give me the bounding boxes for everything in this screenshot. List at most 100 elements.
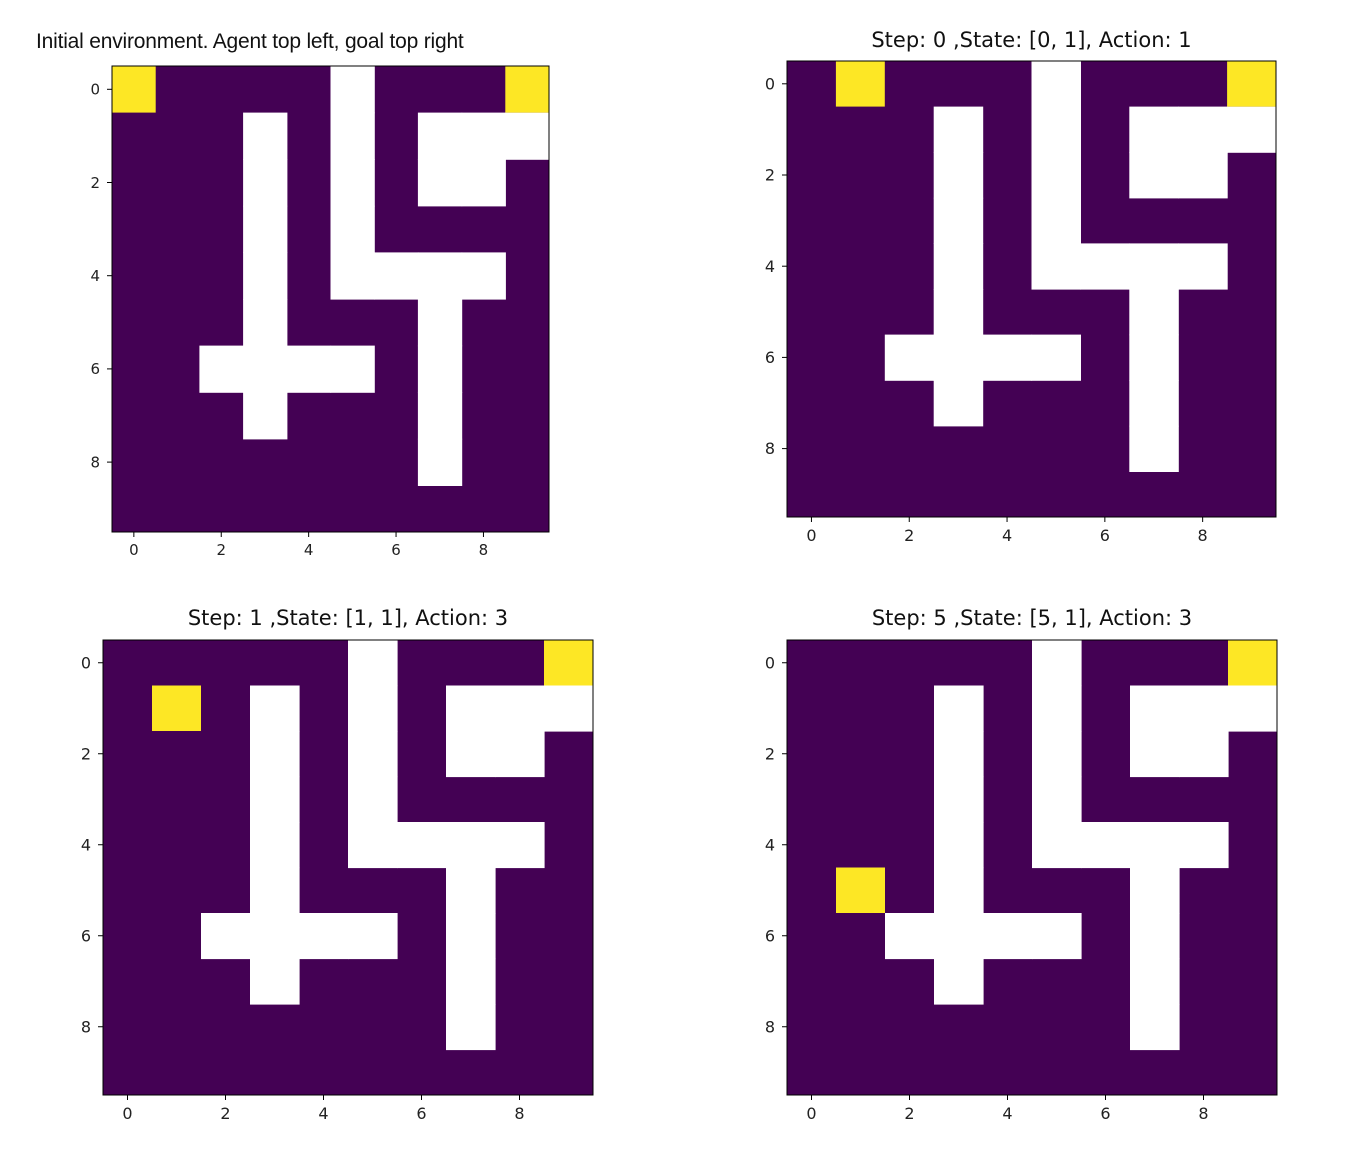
wall-cell	[1130, 822, 1180, 869]
wall-cell	[446, 822, 496, 869]
wall-cell	[1129, 243, 1179, 290]
wall-cell	[417, 438, 463, 486]
wall-cell	[1032, 640, 1082, 687]
wall-cell	[299, 913, 349, 960]
x-tick-label: 4	[1002, 1104, 1012, 1123]
wall-cell	[446, 867, 496, 914]
x-tick-label: 2	[904, 1104, 914, 1123]
wall-cell	[417, 392, 463, 440]
wall-cell	[505, 112, 550, 160]
wall-cell	[1130, 867, 1180, 914]
y-tick-label: 2	[81, 744, 91, 763]
y-tick-label: 0	[81, 653, 91, 672]
wall-cell	[330, 252, 375, 300]
wall-cell	[1179, 685, 1229, 732]
wall-cell	[250, 685, 300, 732]
wall-cell	[1129, 106, 1179, 153]
wall-cell	[934, 867, 984, 914]
x-tick-label: 0	[806, 526, 816, 545]
wall-cell	[446, 913, 496, 960]
wall-cell	[374, 252, 419, 300]
x-tick-label: 6	[416, 1104, 426, 1123]
wall-cell	[1032, 685, 1082, 732]
axes-frame	[786, 639, 1278, 1096]
y-tick-label: 8	[90, 453, 100, 471]
x-tick-label: 8	[479, 541, 489, 559]
y-tick-label: 6	[765, 348, 775, 367]
wall-cell	[1031, 61, 1081, 108]
y-tick-label: 8	[765, 1017, 775, 1036]
wall-cell	[417, 112, 463, 160]
y-tick-label: 6	[90, 360, 100, 378]
wall-cell	[1227, 106, 1277, 153]
wall-cell	[544, 685, 594, 732]
wall-cell	[417, 159, 463, 207]
wall-cell	[330, 345, 375, 393]
wall-cell	[1032, 822, 1082, 869]
y-tick-label: 2	[765, 744, 775, 763]
wall-cell	[1031, 243, 1081, 290]
wall-cell	[1031, 197, 1081, 244]
wall-cell	[933, 243, 984, 290]
wall-cell	[495, 731, 545, 778]
wall-cell	[286, 345, 332, 393]
wall-cell	[1081, 822, 1131, 869]
wall-cell	[933, 152, 984, 199]
x-tick-label: 0	[806, 1104, 816, 1123]
axes-frame	[786, 60, 1277, 518]
wall-cell	[983, 913, 1033, 960]
x-tick-label: 4	[318, 1104, 328, 1123]
y-tick-label: 8	[765, 439, 775, 458]
x-tick-label: 6	[1100, 526, 1110, 545]
wall-cell	[348, 731, 398, 778]
x-tick-label: 4	[1002, 526, 1012, 545]
x-tick-label: 0	[129, 541, 139, 559]
wall-cell	[933, 197, 984, 244]
wall-cell	[250, 913, 300, 960]
wall-cell	[934, 685, 984, 732]
agent-cell	[836, 867, 885, 913]
wall-cell	[1130, 958, 1180, 1005]
x-tick-label: 8	[514, 1104, 524, 1123]
wall-cell	[933, 380, 984, 427]
wall-cell	[934, 913, 984, 960]
wall-cell	[934, 731, 984, 778]
wall-cell	[243, 112, 288, 160]
wall-cell	[1080, 243, 1130, 290]
wall-cell	[348, 776, 398, 823]
wall-cell	[934, 958, 984, 1005]
wall-cell	[1032, 913, 1082, 960]
goal-cell	[1227, 61, 1276, 107]
wall-cell	[1130, 685, 1180, 732]
goal-cell	[505, 66, 549, 113]
y-tick-label: 0	[765, 74, 775, 93]
wall-cell	[417, 345, 463, 393]
agent-cell	[835, 61, 885, 107]
wall-cell	[1179, 731, 1229, 778]
wall-cell	[495, 822, 545, 869]
wall-cell	[243, 299, 288, 347]
y-tick-label: 6	[81, 926, 91, 945]
goal-cell	[544, 640, 593, 686]
heatmap-plot: 0 2 4 6 8 0 2 4 6 8	[90, 65, 550, 559]
wall-cell	[243, 252, 288, 300]
axes-frame	[111, 65, 550, 533]
y-tick-label: 4	[765, 257, 775, 276]
wall-cell	[1032, 731, 1082, 778]
wall-cell	[330, 205, 375, 253]
wall-cell	[1130, 731, 1180, 778]
x-tick-label: 6	[391, 541, 401, 559]
x-tick-label: 2	[216, 541, 226, 559]
wall-cell	[1032, 776, 1082, 823]
wall-cell	[933, 289, 984, 336]
wall-cell	[1178, 243, 1228, 290]
wall-cell	[243, 392, 288, 440]
wall-cell	[250, 958, 300, 1005]
x-tick-label: 6	[1100, 1104, 1110, 1123]
x-tick-label: 0	[122, 1104, 132, 1123]
wall-cell	[934, 776, 984, 823]
wall-cell	[934, 822, 984, 869]
y-tick-label: 4	[765, 835, 775, 854]
